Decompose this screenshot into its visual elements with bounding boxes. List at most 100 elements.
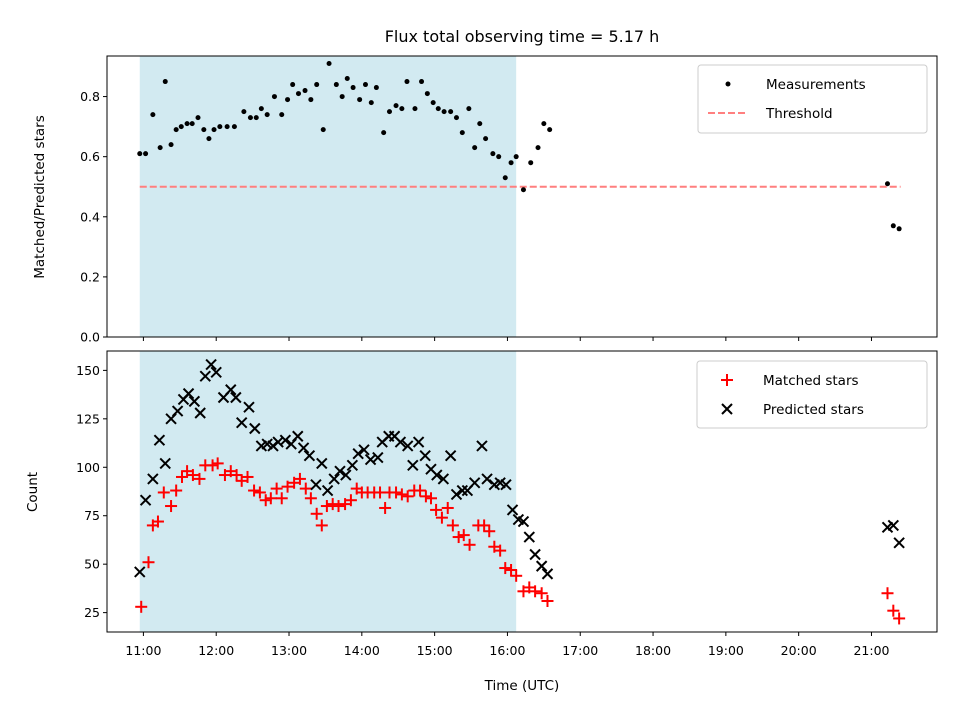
matched-point xyxy=(170,484,183,497)
matched-legend-label: Matched stars xyxy=(763,373,859,389)
predicted-point xyxy=(535,560,548,572)
measurement-point xyxy=(184,121,190,127)
measurement-point xyxy=(162,79,168,85)
y-tick-label: 0.2 xyxy=(80,269,100,284)
x-axis-label: Time (UTC) xyxy=(484,678,560,694)
matched-point xyxy=(893,612,906,625)
predicted-point xyxy=(401,440,414,452)
y-tick-label: 100 xyxy=(76,460,100,475)
matched-point xyxy=(441,501,454,514)
measurement-point xyxy=(264,112,270,118)
predicted-point xyxy=(352,448,364,460)
matched-point xyxy=(494,544,507,557)
measurement-point xyxy=(150,112,156,118)
matched-point xyxy=(419,490,432,503)
counts-legend: Matched stars Predicted stars xyxy=(696,360,928,429)
matched-point xyxy=(457,529,470,542)
predicted-point xyxy=(194,407,206,419)
matched-point xyxy=(193,472,206,485)
y-tick-label: 0.8 xyxy=(80,89,100,104)
measurement-point xyxy=(896,226,902,232)
measurement-point xyxy=(350,85,356,91)
predicted-point xyxy=(303,449,316,462)
predicted-point xyxy=(887,519,900,532)
measurement-point xyxy=(217,124,223,130)
matched-point xyxy=(483,525,496,538)
ratio-legend: Measurements Threshold xyxy=(697,64,928,134)
predicted-point xyxy=(249,422,261,435)
measurement-point xyxy=(508,160,514,166)
predicted-point xyxy=(394,436,407,448)
matched-point xyxy=(401,490,414,503)
measurement-point xyxy=(466,106,472,112)
predicted-point xyxy=(297,442,310,454)
matched-point xyxy=(541,594,554,607)
predicted-point xyxy=(517,515,530,528)
predicted-point xyxy=(243,401,255,413)
measurement-point xyxy=(472,145,478,151)
measurement-point xyxy=(890,223,896,229)
predicted-point xyxy=(188,395,201,408)
measurement-point xyxy=(302,88,308,94)
predicted-point xyxy=(292,430,304,442)
matched-point xyxy=(241,470,254,483)
matched-point xyxy=(332,500,345,513)
y-tick-label: 50 xyxy=(84,557,100,572)
measurement-point xyxy=(441,109,447,115)
matched-point xyxy=(315,519,328,532)
predicted-point xyxy=(444,449,457,462)
matched-point xyxy=(264,492,277,505)
measurement-point xyxy=(373,85,379,91)
ratio-y-axis: 0.0 0.2 0.4 0.6 0.8 xyxy=(80,89,107,345)
x-tick-label: 19:00 xyxy=(708,643,744,658)
matched-point xyxy=(478,519,491,532)
predicted-legend-label: Predicted stars xyxy=(763,402,864,418)
predicted-point xyxy=(437,473,450,485)
predicted-point xyxy=(506,504,519,516)
measurement-point xyxy=(430,100,436,106)
matched-legend-marker xyxy=(721,374,733,386)
counts-y-axis-label: Count xyxy=(25,472,41,512)
measurement-point xyxy=(195,115,201,121)
measurement-point xyxy=(381,130,387,136)
matched-point xyxy=(452,531,465,544)
counts-legend-box xyxy=(696,360,928,429)
matched-point xyxy=(446,519,459,532)
matched-point xyxy=(281,480,294,493)
predicted-point xyxy=(893,537,905,549)
y-tick-label: 0.6 xyxy=(80,149,100,164)
time-x-axis: 11:00 12:00 13:00 14:00 15:00 16:00 17:00 18:00… xyxy=(125,632,890,658)
matched-point xyxy=(499,562,512,575)
matched-point xyxy=(157,486,170,499)
measurement-point xyxy=(314,82,320,88)
measurements-series xyxy=(137,61,902,232)
matched-point xyxy=(390,486,403,499)
measurement-point xyxy=(157,145,163,151)
predicted-point xyxy=(340,469,352,481)
x-tick-label: 18:00 xyxy=(635,643,671,658)
x-tick-label: 17:00 xyxy=(562,643,598,658)
predicted-point xyxy=(153,434,166,446)
measurement-point xyxy=(424,91,430,97)
matched-point xyxy=(310,507,323,520)
matched-point xyxy=(535,587,548,600)
measurement-point xyxy=(884,181,890,187)
predicted-point xyxy=(468,477,481,489)
measurement-point xyxy=(231,124,237,130)
observing-span-shade-top xyxy=(139,56,517,337)
predicted-point xyxy=(456,484,469,497)
y-tick-label: 25 xyxy=(84,605,100,620)
y-tick-label: 125 xyxy=(76,411,100,426)
predicted-point xyxy=(419,449,431,462)
measurement-point xyxy=(253,115,259,121)
matched-point xyxy=(230,469,243,482)
predicted-point xyxy=(134,566,146,578)
y-tick-label: 150 xyxy=(76,363,100,378)
matched-point xyxy=(299,482,312,495)
counts-panel: 25 50 75 100 125 150 11:00 12:00 13:00 14:00 15:0… xyxy=(25,350,938,694)
matched-point xyxy=(259,494,272,507)
measurement-point xyxy=(339,94,345,100)
measurement-point xyxy=(435,106,441,112)
measurement-point xyxy=(333,82,339,88)
